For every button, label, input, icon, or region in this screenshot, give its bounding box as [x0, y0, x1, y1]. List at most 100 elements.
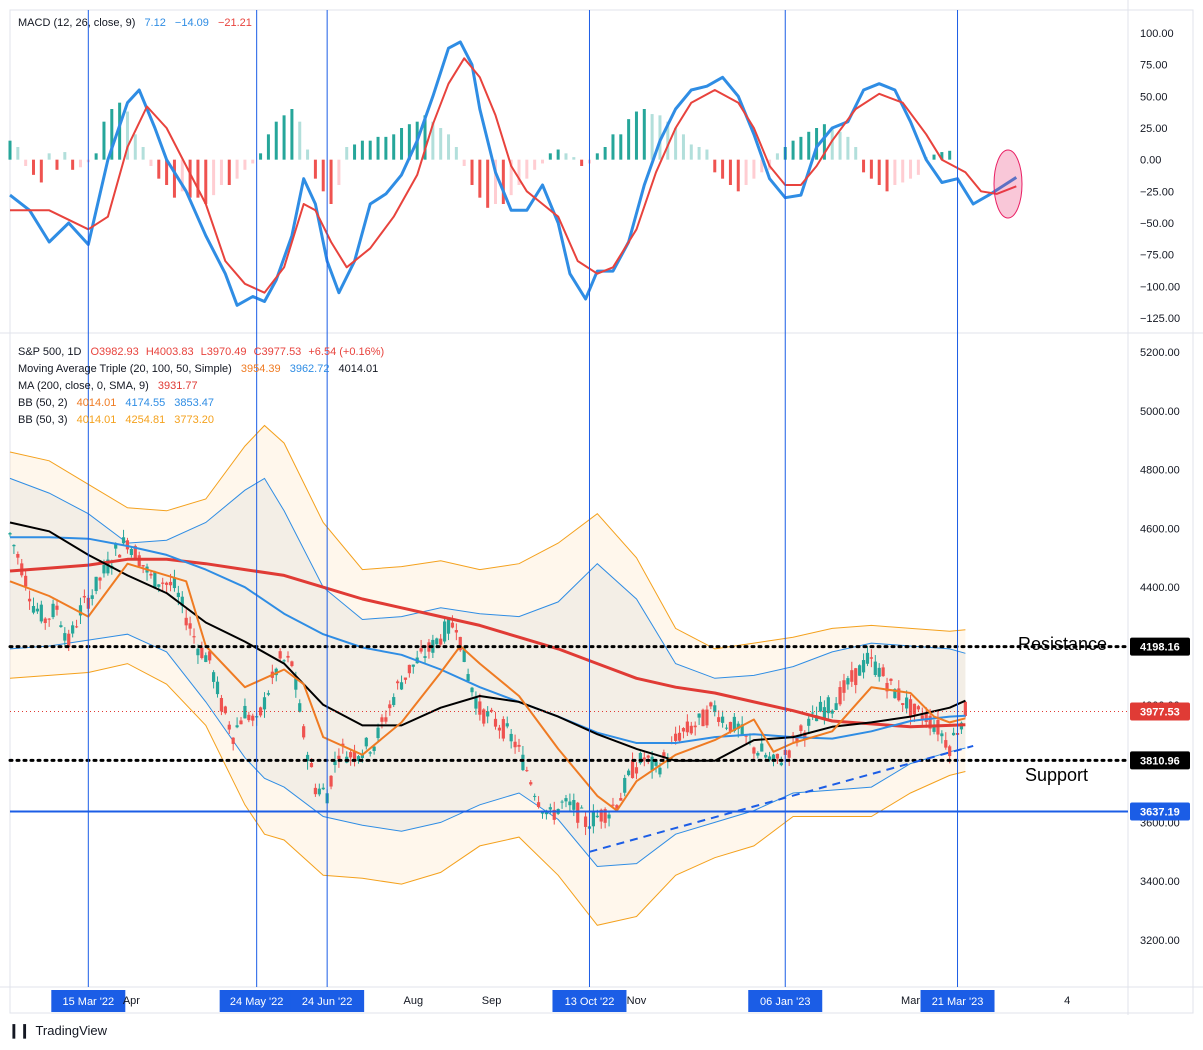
candle-body: [525, 770, 529, 772]
candle-body: [799, 725, 803, 732]
macd-histogram-bar: [517, 159, 521, 185]
candle-body: [8, 533, 12, 535]
candle-body: [916, 706, 920, 710]
candle-body: [509, 733, 513, 742]
macd-histogram-bar: [580, 159, 584, 166]
candle-body: [274, 668, 278, 676]
macd-histogram-bar: [556, 149, 560, 160]
candle-body: [212, 672, 216, 682]
candle-body: [705, 709, 709, 726]
candle-body: [24, 575, 28, 587]
macd-histogram-bar: [736, 159, 740, 192]
candle-body: [583, 816, 588, 827]
macd-histogram-bar: [486, 159, 490, 208]
time-tick-label: 4: [1064, 995, 1070, 1007]
candle-body: [172, 577, 177, 589]
candle-body: [294, 678, 298, 690]
trend-line: [589, 744, 974, 853]
candle-body: [721, 716, 725, 723]
candle-body: [258, 707, 263, 716]
candle-body: [125, 540, 130, 550]
macd-histogram-bar: [893, 159, 897, 185]
candle-body: [865, 652, 870, 664]
candle-body: [795, 737, 799, 743]
candle-body: [869, 657, 873, 659]
candle-body: [251, 715, 255, 721]
candle-body: [129, 549, 133, 556]
candle-body: [548, 807, 552, 810]
macd-tick-label: 50.00: [1140, 91, 1168, 103]
price-tick-label: 4600.00: [1140, 523, 1180, 535]
candle-body: [247, 714, 251, 721]
tradingview-brand[interactable]: ❙❙ TradingView: [8, 1022, 107, 1039]
candle-body: [489, 709, 494, 712]
candle-body: [482, 709, 486, 724]
macd-histogram-bar: [619, 134, 623, 160]
price-tick-label: 4400.00: [1140, 582, 1180, 594]
macd-histogram-bar: [525, 159, 529, 179]
candle-body: [133, 545, 137, 560]
bb3l-line: [9, 663, 966, 926]
macd-histogram-bar: [172, 159, 176, 198]
macd-histogram-bar: [494, 159, 498, 204]
candle-body: [877, 667, 881, 677]
macd-histogram-bar: [454, 147, 458, 160]
candle-body: [697, 713, 701, 718]
price-legend-bb3: BB (50, 3) 4014.01 4254.81 3773.20: [18, 414, 214, 426]
time-tick-label: Apr: [123, 995, 140, 1007]
candle-body: [838, 687, 842, 705]
candle-body: [599, 809, 603, 822]
macd-legend: MACD (12, 26, close, 9) 7.12 −14.09 −21.…: [18, 17, 252, 29]
candle-body: [239, 720, 243, 725]
candle-body: [329, 775, 333, 787]
candle-body: [63, 633, 67, 641]
time-tick-label: Nov: [627, 995, 647, 1007]
candle-body: [893, 689, 897, 699]
candle-body: [709, 702, 713, 707]
macd-histogram-bar: [713, 159, 717, 173]
macd-histogram-bar: [752, 159, 756, 179]
candle-body: [262, 697, 267, 710]
candle-body: [952, 732, 956, 736]
macd-histogram-bar: [838, 131, 842, 160]
candle-body: [71, 625, 75, 634]
candle-body: [662, 752, 666, 759]
macd-histogram-bar: [39, 159, 43, 183]
brand-name: TradingView: [35, 1023, 108, 1038]
candle-body: [121, 537, 126, 544]
macd-histogram-bar: [110, 109, 114, 160]
candle-body: [517, 744, 521, 747]
price-tick-label: 4800.00: [1140, 465, 1180, 477]
candle-body: [497, 727, 502, 731]
candle-body: [717, 717, 721, 722]
candle-body: [677, 732, 682, 741]
signal-line: [10, 57, 1017, 294]
candle-body: [591, 811, 595, 827]
candle-body: [243, 705, 247, 719]
candle-body: [196, 648, 200, 656]
candle-body: [98, 577, 102, 581]
candle-body: [756, 752, 760, 756]
macd-histogram-bar: [102, 121, 106, 160]
candle-body: [674, 733, 678, 741]
candle-body: [920, 715, 924, 721]
time-badge-label: 21 Mar '23: [932, 996, 984, 1008]
candle-body: [439, 638, 443, 645]
macd-histogram-bar: [71, 159, 75, 170]
candlesticks: [8, 529, 967, 836]
macd-histogram-bar: [815, 128, 819, 160]
price-badge-label: 3637.19: [1140, 807, 1180, 819]
macd-histogram-bar: [830, 128, 834, 160]
time-badge-label: 24 Jun '22: [302, 996, 352, 1008]
candle-body: [744, 735, 748, 737]
time-tick-label: Sep: [482, 995, 502, 1007]
candle-body: [521, 754, 525, 771]
macd-histogram-bar: [16, 147, 20, 160]
macd-histogram-bar: [572, 157, 576, 160]
bb2u-line: [9, 477, 966, 679]
macd-histogram-bar: [313, 159, 317, 179]
candle-body: [157, 584, 161, 587]
candle-body: [822, 707, 826, 719]
candle-body: [529, 782, 533, 785]
